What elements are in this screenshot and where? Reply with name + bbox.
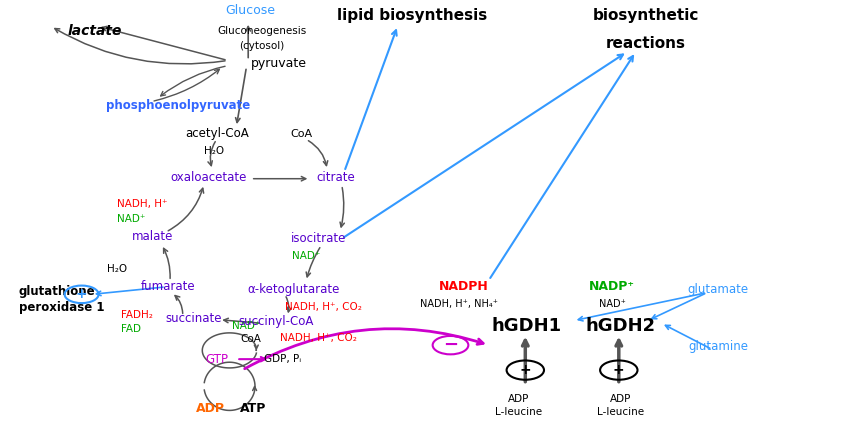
- Text: L-leucine: L-leucine: [495, 407, 542, 417]
- Text: glutathione: glutathione: [19, 285, 95, 298]
- Text: NAD⁺: NAD⁺: [232, 321, 261, 331]
- Text: CoA: CoA: [241, 334, 261, 344]
- Text: NADH, H⁺: NADH, H⁺: [117, 199, 167, 208]
- Text: −: −: [443, 336, 458, 354]
- Text: ADP: ADP: [196, 402, 225, 415]
- Text: malate: malate: [133, 230, 173, 243]
- Text: succinate: succinate: [166, 312, 222, 325]
- Text: pyruvate: pyruvate: [251, 57, 307, 70]
- Text: Gluconeogenesis: Gluconeogenesis: [218, 26, 306, 35]
- Text: NADPH: NADPH: [439, 280, 488, 293]
- Text: α-ketoglutarate: α-ketoglutarate: [247, 283, 339, 296]
- Text: NADH, H⁺, CO₂: NADH, H⁺, CO₂: [280, 333, 357, 343]
- Text: H₂O: H₂O: [107, 265, 127, 274]
- Text: glutamine: glutamine: [688, 339, 748, 353]
- Text: oxaloacetate: oxaloacetate: [170, 171, 246, 184]
- Text: glutamate: glutamate: [688, 283, 749, 296]
- Text: lactate: lactate: [68, 24, 122, 38]
- Text: hGDH1: hGDH1: [492, 317, 562, 336]
- Text: ATP: ATP: [240, 402, 267, 415]
- Text: (cytosol): (cytosol): [239, 41, 285, 51]
- Text: phosphoenolpyruvate: phosphoenolpyruvate: [106, 99, 251, 112]
- Text: FAD: FAD: [121, 325, 141, 334]
- Text: +: +: [519, 363, 531, 377]
- Text: NAD⁺: NAD⁺: [598, 300, 626, 309]
- Text: FADH₂: FADH₂: [121, 311, 152, 320]
- Text: lipid biosynthesis: lipid biosynthesis: [337, 8, 487, 23]
- Text: H₂O: H₂O: [204, 146, 224, 156]
- Text: +: +: [76, 287, 88, 301]
- Text: succinyl-CoA: succinyl-CoA: [239, 315, 314, 328]
- Text: peroxidase 1: peroxidase 1: [19, 301, 105, 314]
- Text: GTP: GTP: [205, 353, 229, 366]
- Text: fumarate: fumarate: [141, 280, 196, 293]
- Text: GDP, Pᵢ: GDP, Pᵢ: [264, 354, 301, 364]
- Text: Glucose: Glucose: [226, 4, 275, 18]
- Text: biosynthetic: biosynthetic: [592, 8, 700, 23]
- Text: NADH, H⁺, NH₄⁺: NADH, H⁺, NH₄⁺: [420, 300, 498, 309]
- Text: NADP⁺: NADP⁺: [589, 280, 635, 293]
- Text: reactions: reactions: [606, 36, 686, 51]
- Text: ADP: ADP: [609, 394, 632, 403]
- Text: ADP: ADP: [507, 394, 530, 403]
- Text: L-leucine: L-leucine: [597, 407, 644, 417]
- Text: acetyl-CoA: acetyl-CoA: [184, 127, 248, 140]
- Text: NAD⁺: NAD⁺: [117, 214, 145, 224]
- Text: citrate: citrate: [316, 171, 355, 184]
- Text: isocitrate: isocitrate: [291, 232, 347, 245]
- Text: NAD⁺: NAD⁺: [292, 251, 320, 261]
- Text: hGDH2: hGDH2: [586, 317, 655, 336]
- Text: CoA: CoA: [291, 129, 313, 138]
- Text: +: +: [613, 363, 625, 377]
- Text: NADH, H⁺, CO₂: NADH, H⁺, CO₂: [285, 302, 361, 311]
